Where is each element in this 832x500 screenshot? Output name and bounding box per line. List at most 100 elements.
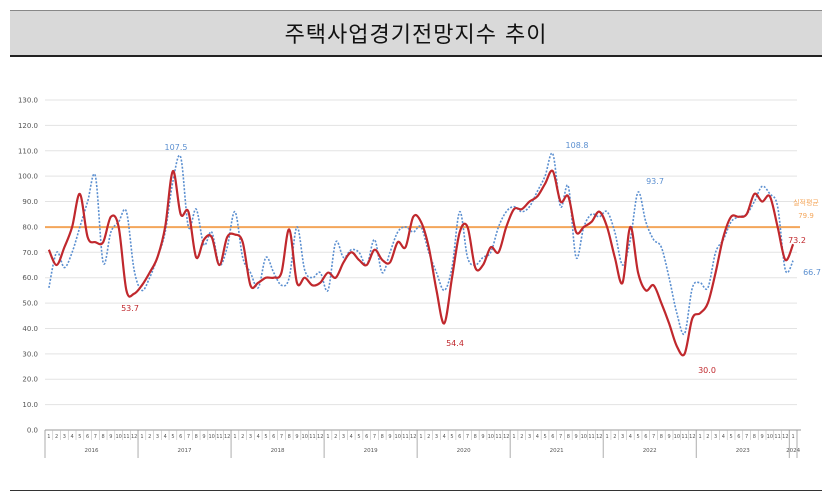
x-tick-label: 12 bbox=[782, 434, 788, 440]
x-tick-label: 6 bbox=[365, 434, 368, 440]
year-label: 2018 bbox=[271, 448, 285, 454]
x-tick-label: 3 bbox=[528, 434, 531, 440]
x-tick-label: 10 bbox=[395, 434, 401, 440]
x-tick-label: 4 bbox=[350, 434, 353, 440]
reference-line-label: 실적평균 bbox=[793, 198, 819, 207]
x-tick-label: 9 bbox=[388, 434, 391, 440]
x-tick-label: 9 bbox=[109, 434, 112, 440]
year-label: 2024 bbox=[786, 448, 800, 454]
x-tick-label: 8 bbox=[474, 434, 477, 440]
x-tick-label: 11 bbox=[588, 434, 594, 440]
x-tick-label: 3 bbox=[435, 434, 438, 440]
y-tick-label: 100.0 bbox=[18, 173, 38, 181]
x-tick-label: 1 bbox=[698, 434, 701, 440]
x-tick-label: 11 bbox=[402, 434, 408, 440]
x-tick-label: 1 bbox=[326, 434, 329, 440]
x-tick-label: 12 bbox=[317, 434, 323, 440]
x-tick-label: 4 bbox=[257, 434, 260, 440]
x-tick-label: 11 bbox=[123, 434, 129, 440]
y-tick-label: 10.0 bbox=[22, 401, 38, 409]
year-label: 2021 bbox=[550, 448, 564, 454]
chart-title: 주택사업경기전망지수 추이 bbox=[284, 23, 548, 48]
x-tick-label: 5 bbox=[543, 434, 546, 440]
x-tick-label: 6 bbox=[551, 434, 554, 440]
x-tick-label: 1 bbox=[47, 434, 50, 440]
x-tick-label: 8 bbox=[195, 434, 198, 440]
x-tick-label: 4 bbox=[443, 434, 446, 440]
x-tick-label: 7 bbox=[94, 434, 97, 440]
x-tick-label: 12 bbox=[689, 434, 695, 440]
y-tick-label: 130.0 bbox=[18, 97, 38, 105]
x-tick-label: 8 bbox=[660, 434, 663, 440]
x-tick-label: 1 bbox=[792, 434, 795, 440]
x-tick-label: 5 bbox=[171, 434, 174, 440]
year-label: 2016 bbox=[85, 448, 99, 454]
x-tick-label: 6 bbox=[179, 434, 182, 440]
y-tick-label: 90.0 bbox=[22, 198, 38, 206]
y-tick-label: 110.0 bbox=[18, 147, 38, 155]
x-tick-label: 7 bbox=[187, 434, 190, 440]
x-tick-label: 2 bbox=[520, 434, 523, 440]
x-tick-label: 12 bbox=[596, 434, 602, 440]
x-tick-label: 3 bbox=[63, 434, 66, 440]
x-tick-label: 10 bbox=[767, 434, 773, 440]
year-label: 2023 bbox=[736, 448, 750, 454]
y-tick-label: 50.0 bbox=[22, 300, 38, 308]
x-tick-label: 7 bbox=[466, 434, 469, 440]
data-label: 108.8 bbox=[566, 141, 589, 150]
data-label: 53.7 bbox=[121, 304, 139, 313]
x-tick-label: 12 bbox=[131, 434, 137, 440]
bottom-divider bbox=[10, 490, 822, 491]
x-tick-label: 3 bbox=[621, 434, 624, 440]
x-tick-label: 10 bbox=[581, 434, 587, 440]
x-tick-label: 10 bbox=[115, 434, 121, 440]
x-tick-label: 4 bbox=[71, 434, 74, 440]
reference-line-value: 79.9 bbox=[798, 212, 814, 220]
x-tick-label: 9 bbox=[481, 434, 484, 440]
title-bar: 주택사업경기전망지수 추이 bbox=[10, 10, 822, 57]
year-label: 2020 bbox=[457, 448, 471, 454]
y-tick-label: 0.0 bbox=[27, 427, 38, 435]
x-tick-label: 11 bbox=[681, 434, 687, 440]
x-tick-label: 4 bbox=[536, 434, 539, 440]
x-tick-label: 1 bbox=[419, 434, 422, 440]
x-tick-label: 5 bbox=[636, 434, 639, 440]
x-tick-label: 7 bbox=[373, 434, 376, 440]
x-tick-label: 10 bbox=[674, 434, 680, 440]
x-tick-label: 7 bbox=[559, 434, 562, 440]
x-tick-label: 7 bbox=[652, 434, 655, 440]
x-tick-label: 10 bbox=[488, 434, 494, 440]
x-tick-label: 5 bbox=[78, 434, 81, 440]
x-tick-label: 2 bbox=[427, 434, 430, 440]
data-label: 93.7 bbox=[646, 177, 664, 186]
x-tick-label: 5 bbox=[264, 434, 267, 440]
x-tick-label: 11 bbox=[309, 434, 315, 440]
x-tick-label: 3 bbox=[342, 434, 345, 440]
x-tick-label: 7 bbox=[280, 434, 283, 440]
x-tick-label: 1 bbox=[512, 434, 515, 440]
x-tick-label: 5 bbox=[450, 434, 453, 440]
x-tick-label: 11 bbox=[216, 434, 222, 440]
y-tick-label: 20.0 bbox=[22, 376, 38, 384]
x-tick-label: 2 bbox=[55, 434, 58, 440]
x-tick-label: 2 bbox=[241, 434, 244, 440]
year-label: 2019 bbox=[364, 448, 378, 454]
x-tick-label: 2 bbox=[334, 434, 337, 440]
x-tick-label: 6 bbox=[272, 434, 275, 440]
x-tick-label: 9 bbox=[761, 434, 764, 440]
x-tick-label: 10 bbox=[302, 434, 308, 440]
x-tick-label: 3 bbox=[714, 434, 717, 440]
x-tick-label: 12 bbox=[224, 434, 230, 440]
y-tick-label: 120.0 bbox=[18, 122, 38, 130]
x-tick-label: 6 bbox=[86, 434, 89, 440]
x-tick-label: 9 bbox=[202, 434, 205, 440]
x-tick-label: 2 bbox=[148, 434, 151, 440]
y-tick-label: 70.0 bbox=[22, 249, 38, 257]
x-tick-label: 9 bbox=[667, 434, 670, 440]
x-tick-label: 8 bbox=[102, 434, 105, 440]
x-tick-label: 2 bbox=[613, 434, 616, 440]
x-tick-label: 9 bbox=[574, 434, 577, 440]
x-tick-label: 11 bbox=[495, 434, 501, 440]
x-tick-label: 5 bbox=[730, 434, 733, 440]
series-line-red bbox=[47, 169, 795, 357]
